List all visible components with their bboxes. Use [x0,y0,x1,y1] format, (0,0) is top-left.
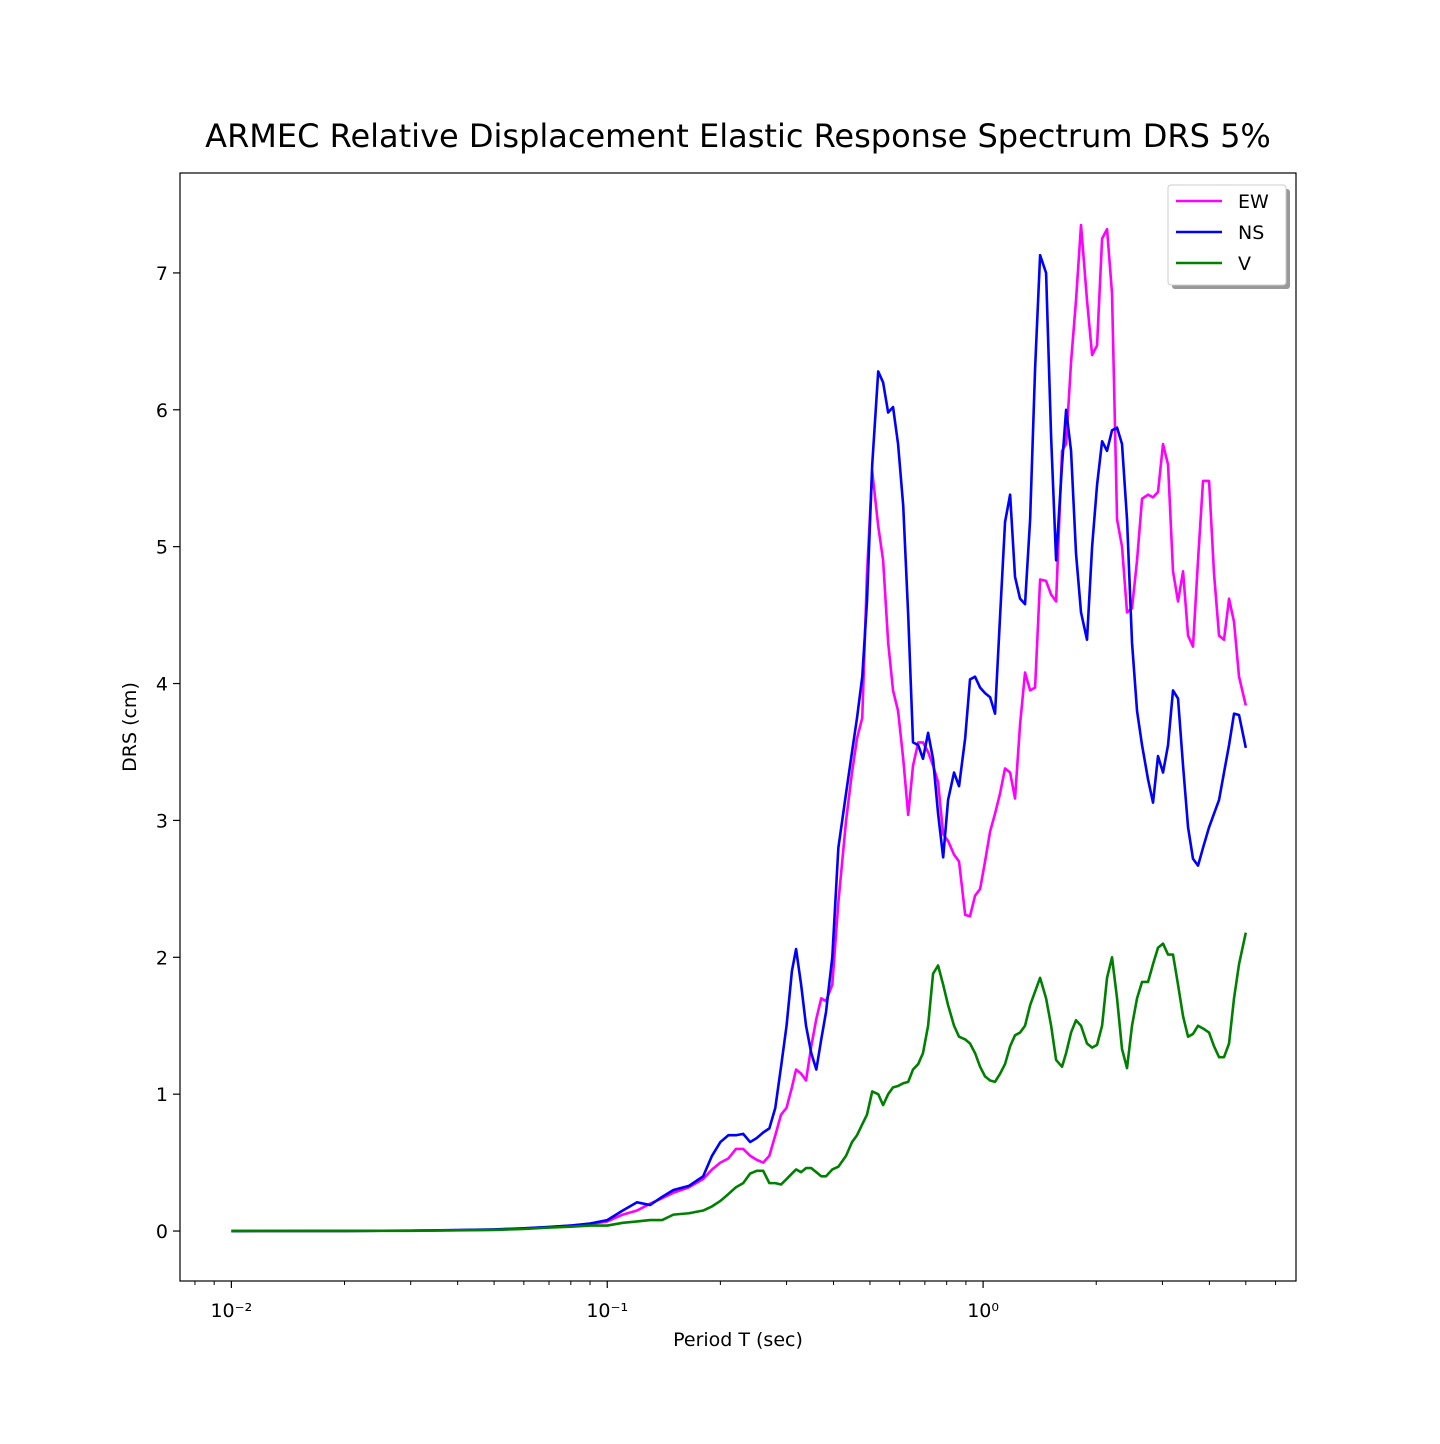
y-tick-label: 5 [156,537,168,559]
plot-frame [179,172,1297,1282]
legend-label: NS [1238,222,1264,244]
y-tick-label: 1 [156,1084,168,1106]
y-tick-label: 6 [156,400,168,422]
y-tick-label: 2 [156,947,168,969]
x-axis-label: Period T (sec) [673,1329,803,1351]
chart-title: ARMEC Relative Displacement Elastic Resp… [205,117,1271,155]
y-tick-label: 3 [156,810,168,832]
legend [1167,184,1287,286]
x-tick-label: 10⁻¹ [586,1300,628,1322]
series-line [231,932,1248,1233]
y-axis-label: DRS (cm) [119,682,141,772]
y-tick-label: 0 [156,1221,168,1243]
series-line [231,253,1248,1233]
legend-label: V [1238,253,1251,275]
x-tick-label: 10⁰ [967,1300,999,1322]
y-tick-label: 4 [156,674,168,696]
legend-label: EW [1238,191,1269,213]
x-tick-label: 10⁻² [210,1300,252,1322]
y-tick-label: 7 [156,263,168,285]
